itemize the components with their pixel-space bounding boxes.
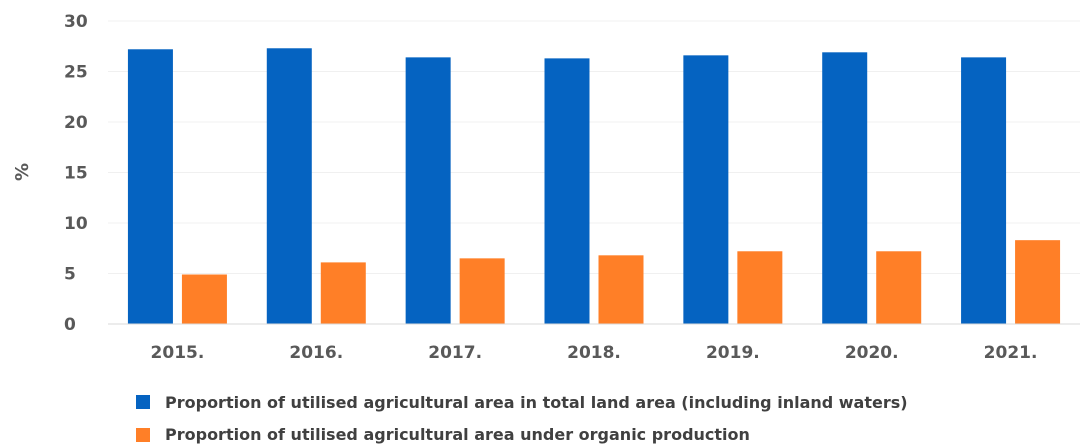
bars — [127, 48, 1061, 325]
bar-series-1-2020 — [822, 52, 868, 325]
bar-series-1-2015 — [127, 49, 173, 324]
bar-series-1-2021 — [961, 57, 1007, 325]
bar-series-1-2019 — [683, 55, 729, 325]
y-axis-ticks: 0 5 10 15 20 25 30 — [64, 12, 88, 335]
bar-series-2-2016 — [320, 262, 366, 324]
bar-series-2-2019 — [737, 251, 783, 324]
legend: Proportion of utilised agricultural area… — [136, 393, 908, 444]
y-tick-label: 5 — [64, 265, 76, 285]
y-tick-label: 15 — [64, 164, 88, 184]
bar-series-2-2015 — [181, 274, 227, 324]
bar-series-1-2016 — [266, 48, 312, 325]
legend-item-series-2: Proportion of utilised agricultural area… — [136, 425, 750, 444]
y-tick-label: 30 — [64, 12, 88, 32]
x-tick-label: 2019. — [706, 343, 760, 363]
x-tick-label: 2020. — [845, 343, 899, 363]
legend-swatch-series-1 — [136, 395, 150, 409]
legend-item-series-1: Proportion of utilised agricultural area… — [136, 393, 908, 412]
y-tick-label: 25 — [64, 63, 88, 83]
bar-series-2-2021 — [1015, 240, 1061, 324]
x-tick-label: 2021. — [984, 343, 1038, 363]
legend-swatch-series-2 — [136, 428, 150, 442]
y-axis-label: % — [12, 163, 33, 181]
y-tick-label: 0 — [64, 315, 76, 335]
x-axis-ticks: 2015. 2016. 2017. 2018. 2019. 2020. 2021. — [151, 343, 1038, 363]
legend-label-series-1: Proportion of utilised agricultural area… — [165, 393, 908, 412]
bar-series-1-2018 — [544, 58, 590, 325]
bar-series-2-2020 — [876, 251, 922, 324]
bar-series-2-2017 — [459, 258, 505, 324]
x-tick-label: 2015. — [151, 343, 205, 363]
gridlines — [108, 20, 1080, 274]
legend-label-series-2: Proportion of utilised agricultural area… — [165, 425, 750, 444]
bar-series-1-2017 — [405, 57, 451, 325]
y-tick-label: 20 — [64, 113, 88, 133]
x-tick-label: 2016. — [289, 343, 343, 363]
x-tick-label: 2018. — [567, 343, 621, 363]
y-tick-label: 10 — [64, 214, 88, 234]
bar-series-2-2018 — [598, 255, 644, 324]
x-tick-label: 2017. — [428, 343, 482, 363]
